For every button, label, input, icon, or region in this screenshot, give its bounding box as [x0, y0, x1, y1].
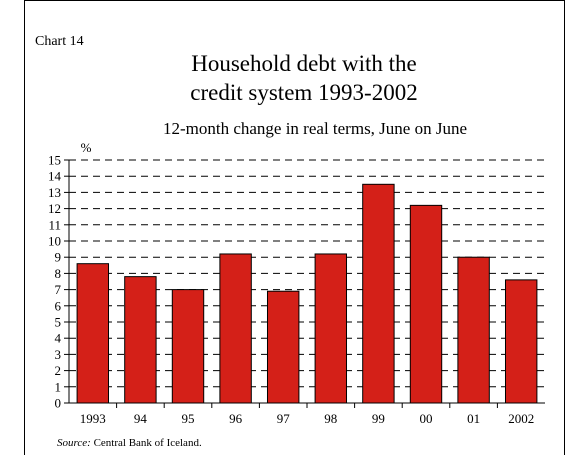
- bar: [76, 263, 110, 404]
- y-tick-label: 12: [48, 201, 61, 216]
- bar: [219, 253, 252, 404]
- y-tick-label: 1: [55, 379, 62, 394]
- bar: [504, 279, 538, 404]
- chart-subtitle: 12-month change in real terms, June on J…: [0, 119, 566, 139]
- bar: [171, 289, 205, 404]
- x-tick-label: 00: [420, 411, 433, 426]
- y-axis-unit-label: %: [81, 140, 92, 155]
- x-tick-label: 1993: [80, 411, 106, 426]
- chart-title-line-2: credit system 1993-2002: [190, 80, 418, 105]
- y-tick-label: 6: [55, 298, 62, 313]
- x-tick-label: 01: [467, 411, 480, 426]
- bar: [409, 204, 443, 404]
- x-tick-label: 94: [134, 411, 148, 426]
- source-text: Central Bank of Iceland.: [90, 437, 202, 449]
- x-tick-label: 96: [229, 411, 243, 426]
- bar: [457, 256, 490, 404]
- bar: [314, 253, 348, 404]
- y-tick-label: 15: [48, 153, 61, 168]
- chart-title-line-1: Household debt with the: [191, 51, 417, 76]
- y-tick-label: 14: [48, 169, 62, 184]
- y-tick-label: 7: [55, 282, 62, 297]
- x-tick-label: 99: [372, 411, 385, 426]
- bar: [362, 183, 395, 404]
- y-tick-label: 3: [55, 347, 62, 362]
- x-tick-label: 2002: [508, 411, 534, 426]
- y-tick-label: 0: [55, 396, 62, 411]
- x-tick-label: 97: [277, 411, 291, 426]
- y-tick-label: 5: [55, 315, 62, 330]
- chart-number: Chart 14: [35, 34, 84, 49]
- chart-frame: [24, 0, 565, 455]
- bar: [124, 276, 157, 404]
- y-tick-label: 8: [55, 266, 62, 281]
- y-tick-label: 9: [55, 250, 62, 265]
- y-tick-label: 13: [48, 185, 61, 200]
- y-tick-label: 2: [55, 363, 62, 378]
- x-tick-label: 95: [182, 411, 195, 426]
- y-tick-label: 10: [48, 234, 61, 249]
- y-tick-label: 11: [48, 217, 61, 232]
- y-tick-label: 4: [55, 331, 62, 346]
- bar: [266, 290, 300, 404]
- x-tick-label: 98: [324, 411, 337, 426]
- source-prefix: Source:: [57, 437, 91, 449]
- source-note: Source: Central Bank of Iceland.: [57, 437, 202, 449]
- chart-subtitle-text: 12-month change in real terms, June on J…: [162, 119, 468, 138]
- chart-title: Household debt with the credit system 19…: [0, 49, 566, 107]
